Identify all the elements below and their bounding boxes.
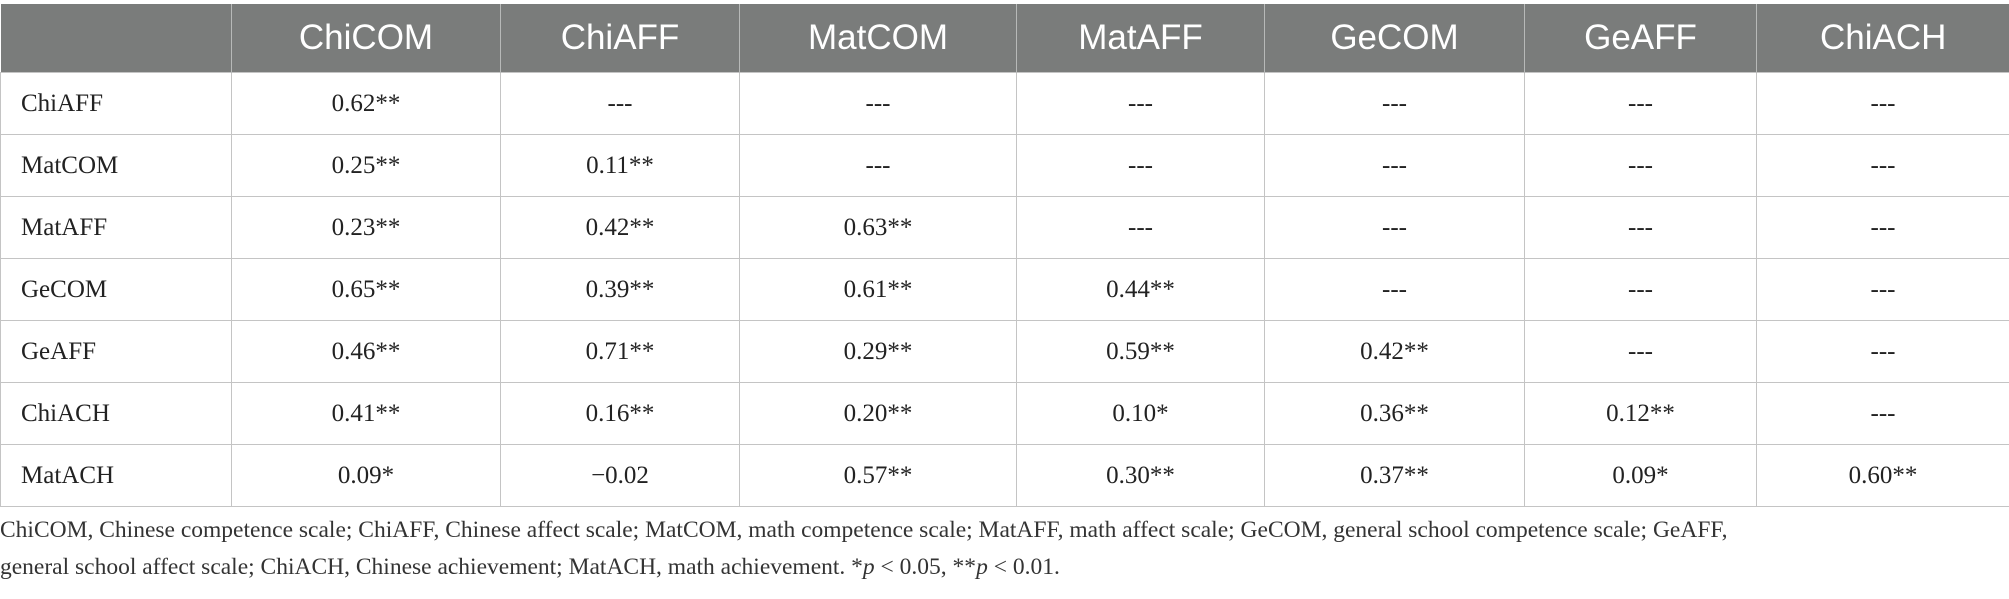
p-value-symbol: p [976,554,988,580]
table-header: ChiCOM ChiAFF MatCOM MatAFF GeCOM GeAFF … [0,4,2009,73]
table-cell: --- [1756,382,2009,445]
table-cell: --- [1756,134,2009,197]
table-cell: --- [1016,72,1265,135]
table-row-gecom: GeCOM 0.65** 0.39** 0.61** 0.44** --- --… [0,258,2009,321]
header-cell-geaff: GeAFF [1524,4,1757,73]
table-cell: --- [739,134,1017,197]
table-cell: --- [1756,258,2009,321]
table-cell: 0.61** [739,258,1017,321]
table-cell: 0.30** [1016,444,1265,507]
table-cell: 0.25** [231,134,501,197]
table-cell: 0.10* [1016,382,1265,445]
footnote-line-2: general school affect scale; ChiACH, Chi… [0,549,1995,586]
table-cell: 0.59** [1016,320,1265,383]
table-row-chiaff: ChiAFF 0.62** --- --- --- --- --- --- [0,72,2009,135]
header-cell-chiaff: ChiAFF [500,4,740,73]
table-cell: 0.09* [1524,444,1757,507]
table-cell: 0.39** [500,258,740,321]
header-cell-corner [0,4,232,73]
row-label: ChiACH [0,382,232,445]
table-row-matcom: MatCOM 0.25** 0.11** --- --- --- --- --- [0,134,2009,197]
header-row: ChiCOM ChiAFF MatCOM MatAFF GeCOM GeAFF … [0,4,2009,73]
table-cell: 0.09* [231,444,501,507]
table-cell: --- [1264,258,1525,321]
table-cell: 0.57** [739,444,1017,507]
table-cell: --- [1756,320,2009,383]
table-row-geaff: GeAFF 0.46** 0.71** 0.29** 0.59** 0.42**… [0,320,2009,383]
table-cell: 0.62** [231,72,501,135]
row-label: MatACH [0,444,232,507]
table-cell: --- [1756,72,2009,135]
table-row-mataff: MatAFF 0.23** 0.42** 0.63** --- --- --- … [0,196,2009,259]
table-cell: --- [1524,134,1757,197]
row-label: MatAFF [0,196,232,259]
row-label: GeAFF [0,320,232,383]
header-cell-gecom: GeCOM [1264,4,1525,73]
row-label: GeCOM [0,258,232,321]
table-cell: --- [1524,72,1757,135]
table-cell: 0.16** [500,382,740,445]
header-cell-chiach: ChiACH [1756,4,2009,73]
table-cell: 0.63** [739,196,1017,259]
table-cell: 0.71** [500,320,740,383]
table-cell: --- [1524,196,1757,259]
table-cell: 0.65** [231,258,501,321]
table-cell: 0.42** [1264,320,1525,383]
footnote-line-2-text: general school affect scale; ChiACH, Chi… [0,554,863,580]
table-cell: 0.20** [739,382,1017,445]
table-cell: 0.29** [739,320,1017,383]
table-cell: --- [1524,258,1757,321]
table-cell: 0.11** [500,134,740,197]
table-cell: 0.12** [1524,382,1757,445]
correlation-table-container: ChiCOM ChiAFF MatCOM MatAFF GeCOM GeAFF … [0,4,2009,507]
table-footnote: ChiCOM, Chinese competence scale; ChiAFF… [0,512,1995,586]
table-cell: --- [739,72,1017,135]
table-row-matach: MatACH 0.09* −0.02 0.57** 0.30** 0.37** … [0,444,2009,507]
table-cell: --- [1756,196,2009,259]
table-cell: 0.37** [1264,444,1525,507]
table-cell: 0.23** [231,196,501,259]
table-cell: --- [1264,134,1525,197]
significance-threshold-1: < 0.05, ** [874,554,977,580]
table-cell: −0.02 [500,444,740,507]
p-value-symbol: p [862,554,875,580]
correlation-table: ChiCOM ChiAFF MatCOM MatAFF GeCOM GeAFF … [0,4,2009,507]
table-cell: 0.41** [231,382,501,445]
table-cell: --- [1016,196,1265,259]
row-label: ChiAFF [0,72,232,135]
table-cell: --- [1264,196,1525,259]
header-cell-mataff: MatAFF [1016,4,1265,73]
row-label: MatCOM [0,134,232,197]
table-cell: --- [1524,320,1757,383]
significance-threshold-2: < 0.01. [987,554,1060,580]
table-cell: 0.60** [1756,444,2009,507]
header-cell-matcom: MatCOM [739,4,1017,73]
table-cell: 0.42** [500,196,740,259]
table-row-chiach: ChiACH 0.41** 0.16** 0.20** 0.10* 0.36**… [0,382,2009,445]
table-cell: 0.36** [1264,382,1525,445]
table-cell: --- [500,72,740,135]
table-cell: --- [1016,134,1265,197]
table-cell: 0.46** [231,320,501,383]
table-cell: 0.44** [1016,258,1265,321]
footnote-line-1: ChiCOM, Chinese competence scale; ChiAFF… [0,517,1728,543]
table-cell: --- [1264,72,1525,135]
table-body: ChiAFF 0.62** --- --- --- --- --- --- Ma… [0,72,2009,507]
header-cell-chicom: ChiCOM [231,4,501,73]
